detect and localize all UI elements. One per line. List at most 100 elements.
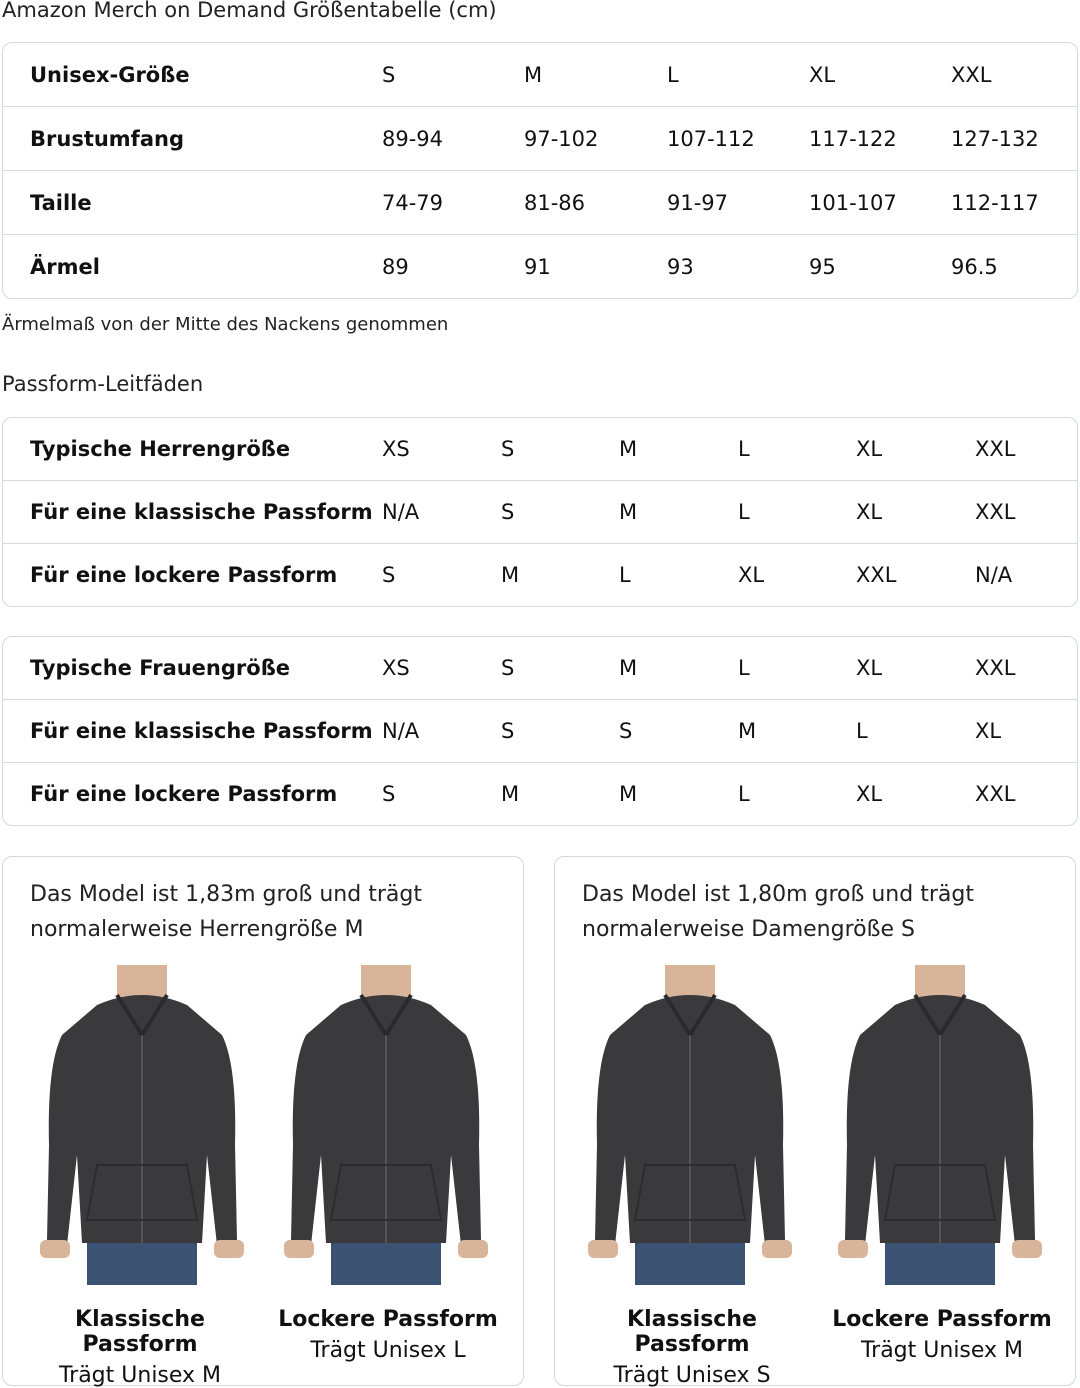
- table-cell: N/A: [975, 563, 1013, 587]
- table-cell: L: [619, 563, 631, 587]
- table-cell: XL: [856, 437, 883, 461]
- table-cell: L: [738, 656, 750, 680]
- table-cell: S: [501, 656, 515, 680]
- row-label: Für eine klassische Passform: [30, 719, 373, 743]
- table-cell: 101-107: [809, 190, 897, 215]
- table-row: Für eine lockere Passform S M L XL XXL N/A: [3, 543, 1077, 606]
- table-cell: L: [738, 437, 750, 461]
- table-cell: S: [382, 563, 396, 587]
- fit-label: Klassische Passform: [627, 1307, 757, 1357]
- table-row: Taille 74-79 81-86 91-97 101-107 112-117: [3, 170, 1077, 234]
- photo-caption: Klassische Passform Trägt Unisex M: [15, 1307, 265, 1388]
- photo-caption: Klassische Passform Trägt Unisex S: [567, 1307, 817, 1388]
- table-row: Für eine klassische Passform N/A S M L XL XXL: [3, 480, 1077, 543]
- table-cell: M: [501, 563, 520, 587]
- table-row: Unisex-Größe S M L XL XXL: [3, 43, 1077, 106]
- table-cell: XXL: [856, 563, 897, 587]
- table-cell: S: [619, 719, 633, 743]
- table-cell: L: [738, 500, 750, 524]
- table-cell: L: [856, 719, 868, 743]
- table-cell: 89: [382, 254, 409, 279]
- table-cell: XL: [856, 782, 883, 806]
- row-label: Für eine lockere Passform: [30, 782, 338, 806]
- table-cell: XL: [738, 563, 765, 587]
- table-cell: 117-122: [809, 126, 897, 151]
- table-row: Typische Herrengröße XS S M L XL XXL: [3, 418, 1077, 480]
- table-cell: S: [501, 437, 515, 461]
- sleeve-note: Ärmelmaß von der Mitte des Nackens genom…: [2, 314, 449, 335]
- table-cell: XXL: [975, 656, 1016, 680]
- model-description: Das Model ist 1,80m groß und trägt norma…: [582, 882, 974, 942]
- men-fit-table: Typische Herrengröße XS S M L XL XXL Für eine k…: [2, 417, 1078, 607]
- table-row: Typische Frauengröße XS S M L XL XXL: [3, 637, 1077, 699]
- model-description: Das Model ist 1,83m groß und trägt norma…: [30, 882, 422, 942]
- table-cell: XL: [856, 500, 883, 524]
- table-row: Für eine lockere Passform S M M L XL XXL: [3, 762, 1077, 825]
- wears-label: Trägt Unisex M: [860, 1338, 1024, 1363]
- wears-label: Trägt Unisex L: [310, 1338, 466, 1363]
- wears-label: Trägt Unisex M: [58, 1363, 222, 1388]
- table-cell: 97-102: [524, 126, 599, 151]
- table-cell: XXL: [975, 437, 1016, 461]
- table-cell: XXL: [951, 62, 992, 87]
- table-cell: 89-94: [382, 126, 444, 151]
- table-cell: XL: [856, 656, 883, 680]
- table-cell: M: [619, 437, 638, 461]
- table-cell: M: [619, 782, 638, 806]
- row-label: Brustumfang: [30, 126, 184, 151]
- table-cell: 91-97: [667, 190, 729, 215]
- table-cell: M: [619, 656, 638, 680]
- table-row: Brustumfang 89-94 97-102 107-112 117-122 127-…: [3, 106, 1077, 170]
- hoodie-figure: [284, 965, 488, 1285]
- photo-caption: Lockere Passform Trägt Unisex M: [817, 1307, 1067, 1363]
- hoodie-figure: [40, 965, 244, 1285]
- table-cell: N/A: [382, 500, 420, 524]
- table-cell: S: [501, 719, 515, 743]
- hoodie-photo-classic: [37, 965, 247, 1285]
- table-cell: M: [738, 719, 757, 743]
- model-card-women: Das Model ist 1,80m groß und trägt norma…: [554, 856, 1076, 1388]
- table-cell: S: [501, 500, 515, 524]
- row-label: Für eine lockere Passform: [30, 563, 338, 587]
- table-cell: L: [738, 782, 750, 806]
- table-cell: XL: [975, 719, 1002, 743]
- table-cell: XXL: [975, 782, 1016, 806]
- hoodie-photo-loose: [281, 965, 491, 1285]
- table-cell: 127-132: [951, 126, 1039, 151]
- row-label: Typische Frauengröße: [30, 656, 291, 680]
- fit-label: Lockere Passform: [832, 1307, 1052, 1332]
- table-cell: L: [667, 62, 679, 87]
- hoodie-figure: [838, 965, 1042, 1285]
- fit-guide-title: Passform-Leitfäden: [2, 372, 204, 396]
- row-label: Taille: [30, 190, 92, 215]
- row-label: Für eine klassische Passform: [30, 500, 373, 524]
- hoodie-photo-loose: [835, 965, 1045, 1285]
- unisex-size-table: Unisex-Größe S M L XL XXL Brustumfang 89-94 97-1…: [2, 42, 1078, 299]
- hoodie-figure: [588, 965, 792, 1285]
- fit-label: Klassische Passform: [75, 1307, 205, 1357]
- wears-label: Trägt Unisex S: [613, 1363, 771, 1388]
- table-cell: XXL: [975, 500, 1016, 524]
- hoodie-photo-classic: [585, 965, 795, 1285]
- table-cell: 96.5: [951, 254, 998, 279]
- table-cell: S: [382, 62, 396, 87]
- table-cell: 74-79: [382, 190, 444, 215]
- table-cell: M: [524, 62, 543, 87]
- page-title: Amazon Merch on Demand Größentabelle (cm…: [2, 0, 497, 22]
- model-card-men: Das Model ist 1,83m groß und trägt norma…: [2, 856, 524, 1388]
- table-cell: XL: [809, 62, 836, 87]
- table-cell: M: [501, 782, 520, 806]
- row-label: Typische Herrengröße: [30, 437, 291, 461]
- table-cell: M: [619, 500, 638, 524]
- table-cell: S: [382, 782, 396, 806]
- table-cell: 95: [809, 254, 836, 279]
- table-cell: 107-112: [667, 126, 755, 151]
- table-cell: N/A: [382, 719, 420, 743]
- table-cell: 91: [524, 254, 551, 279]
- table-cell: 112-117: [951, 190, 1039, 215]
- row-label: Unisex-Größe: [30, 62, 190, 87]
- table-row: Für eine klassische Passform N/A S S M L XL: [3, 699, 1077, 762]
- table-row: Ärmel 89 91 93 95 96.5: [3, 234, 1077, 298]
- table-cell: 93: [667, 254, 694, 279]
- table-cell: XS: [382, 437, 410, 461]
